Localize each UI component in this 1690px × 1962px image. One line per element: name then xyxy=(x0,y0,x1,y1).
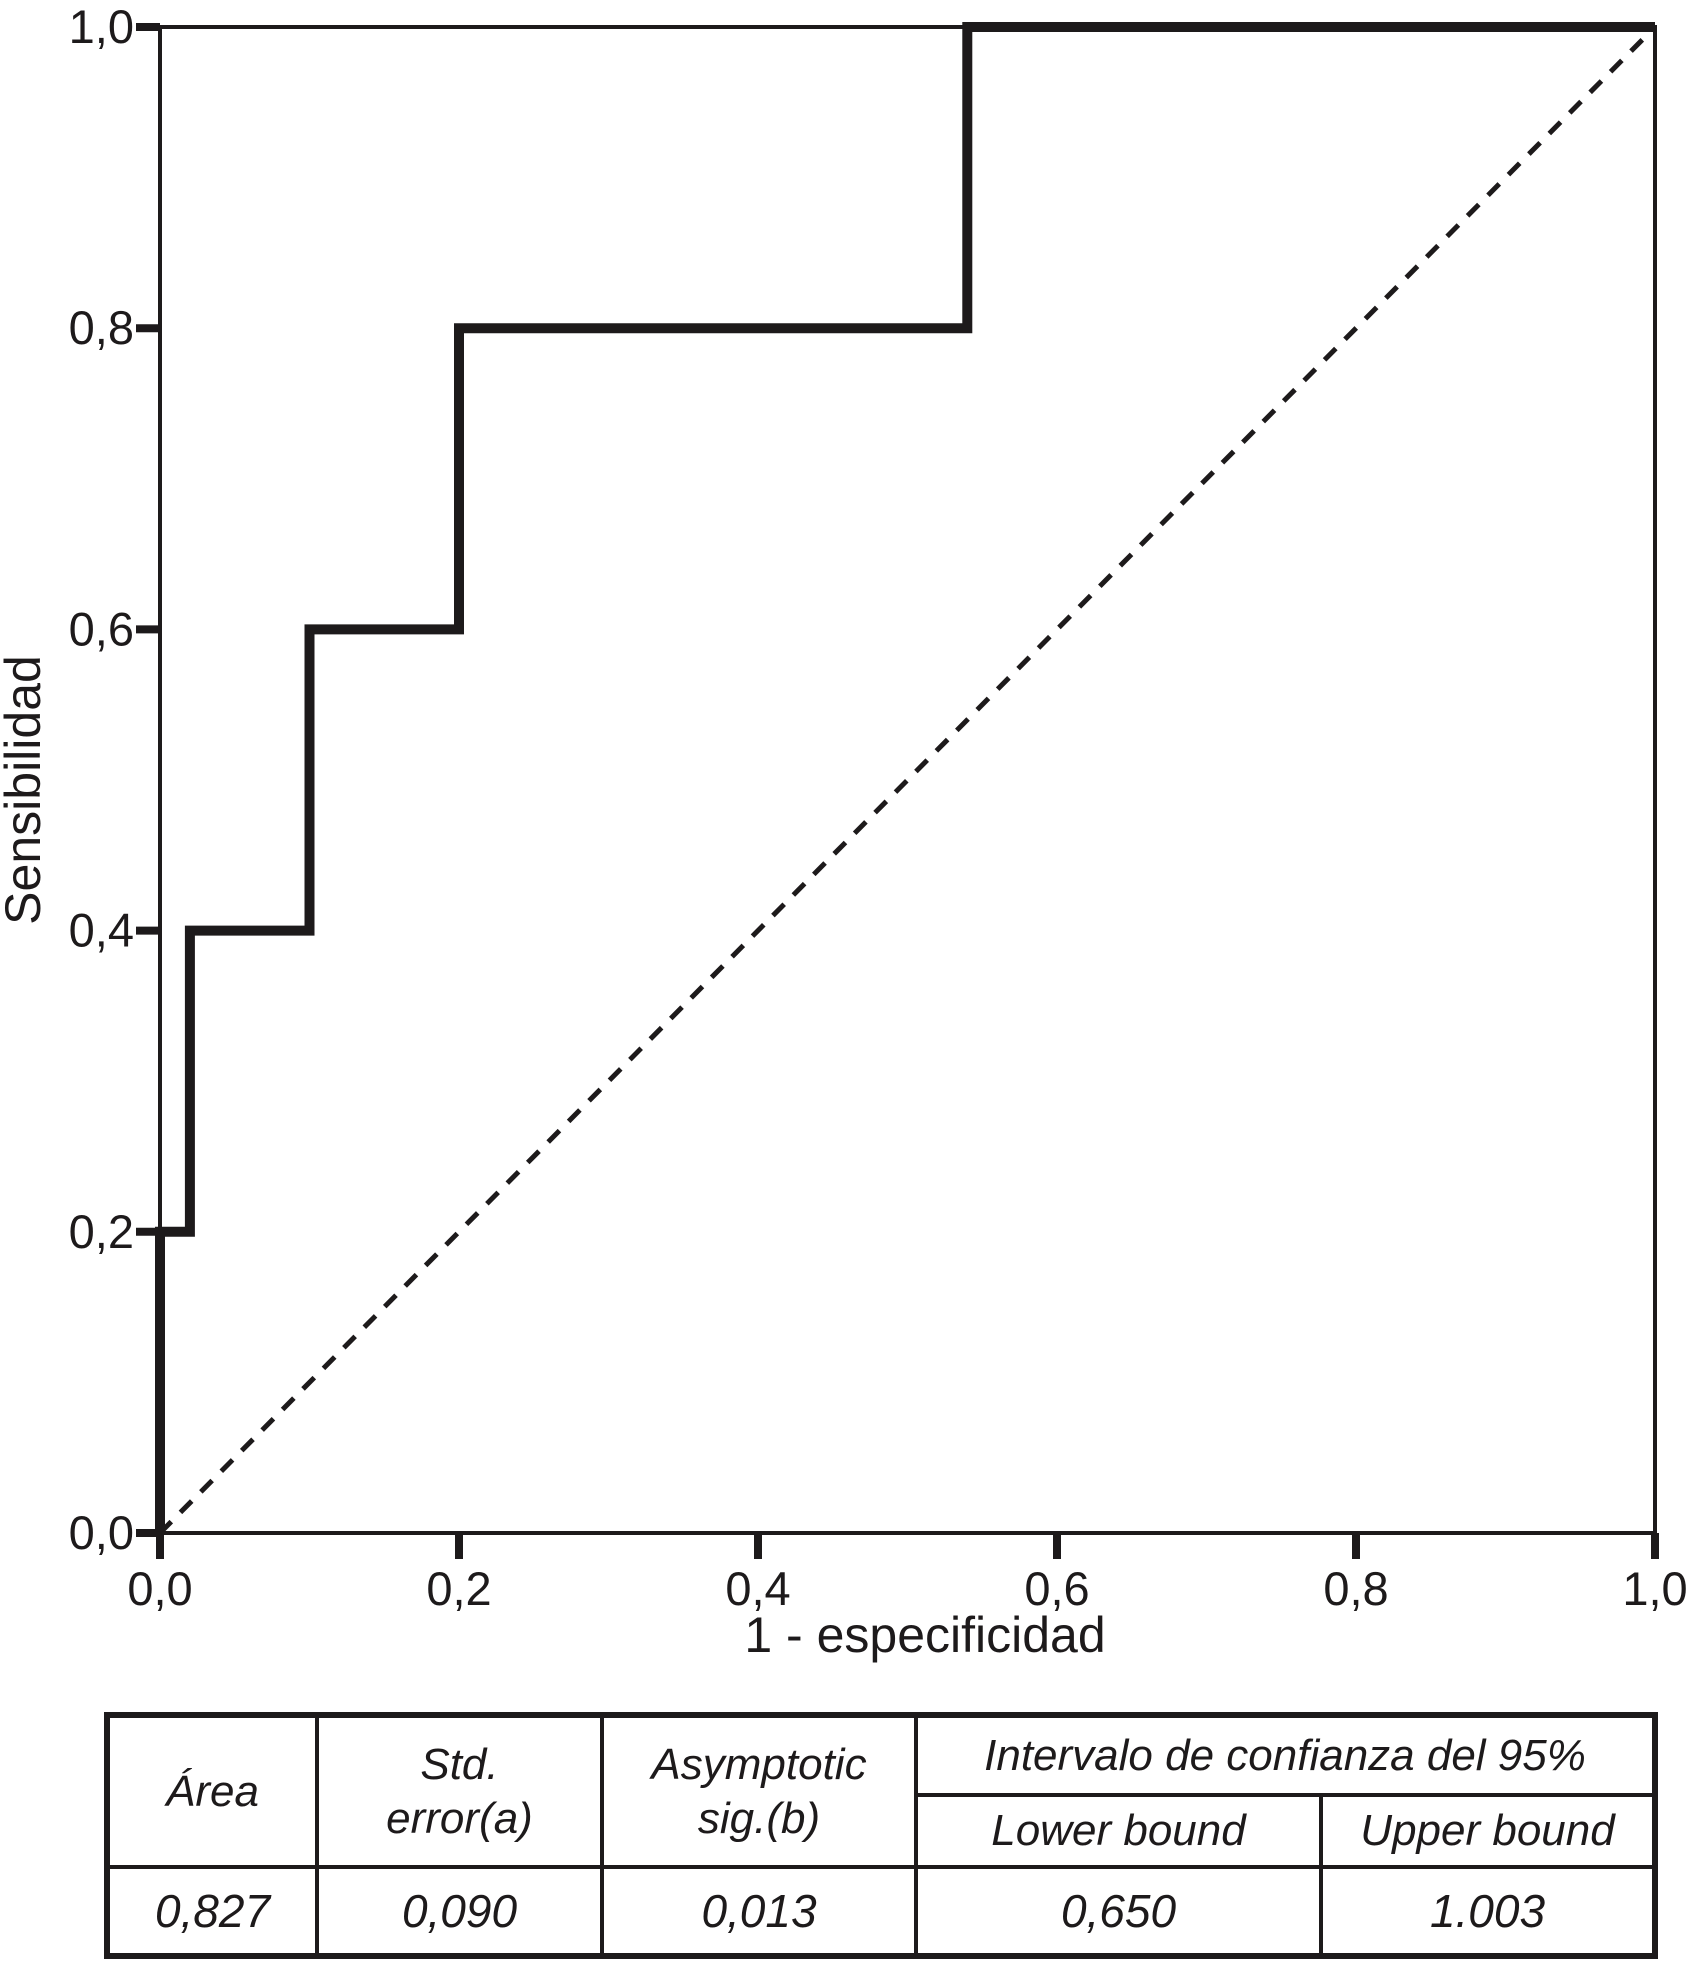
x-axis-title: 1 - especificidad xyxy=(744,1607,1105,1663)
x-tick-label: 0,0 xyxy=(127,1562,192,1615)
table-row: 0,827 0,090 0,013 0,650 1.003 xyxy=(105,1865,1658,1958)
roc-chart: 0,00,0 0,2 0,2 0,4 0,4 0,6 0,6 0,8 0,8 1,0 1,0 1 -… xyxy=(0,0,1688,1663)
col-header-ci-group: Intervalo de confianza del 95% xyxy=(913,1713,1658,1797)
cell-lower-bound: 0,650 xyxy=(914,1865,1323,1958)
plot-frame xyxy=(158,25,1657,1535)
roc-statistics-table: Área Std. error(a) Asymptotic sig.(b) In… xyxy=(104,1712,1659,1959)
plot-area: 0,00,0 0,2 0,2 0,4 0,4 0,6 0,6 0,8 0,8 1,0 1,0 xyxy=(69,0,1688,1615)
col-header-upper-bound: Upper bound xyxy=(1318,1793,1658,1869)
reference-diagonal xyxy=(158,25,1657,1535)
cell-asymptotic-sig: 0,013 xyxy=(600,1865,918,1958)
col-header-std-error: Std. error(a) xyxy=(315,1713,604,1869)
y-tick-label: 0,0 xyxy=(69,1506,134,1559)
col-header-asymptotic-sig: Asymptotic sig.(b) xyxy=(600,1713,918,1869)
y-tick-label: 0,8 xyxy=(69,301,134,354)
y-tick-label: 0,2 xyxy=(69,1205,134,1258)
y-tick-label: 0,6 xyxy=(69,602,134,655)
x-tick-label: 0,8 xyxy=(1323,1562,1388,1615)
x-tick-label: 0,2 xyxy=(426,1562,491,1615)
cell-upper-bound: 1.003 xyxy=(1318,1865,1658,1958)
y-axis-title: Sensibilidad xyxy=(0,655,51,925)
roc-curve xyxy=(155,22,1655,1533)
col-header-area: Área xyxy=(105,1713,319,1869)
cell-area: 0,827 xyxy=(105,1865,319,1958)
y-tick-label: 1,0 xyxy=(69,0,134,53)
cell-std-error: 0,090 xyxy=(315,1865,604,1958)
col-header-lower-bound: Lower bound xyxy=(914,1793,1323,1869)
x-tick-label: 0,6 xyxy=(1024,1562,1089,1615)
x-tick-label: 0,4 xyxy=(725,1562,790,1615)
x-tick-label: 1,0 xyxy=(1622,1562,1687,1615)
y-tick-label: 0,4 xyxy=(69,904,134,957)
roc-statistics-table-wrap: Área Std. error(a) Asymptotic sig.(b) In… xyxy=(104,1712,1659,1959)
